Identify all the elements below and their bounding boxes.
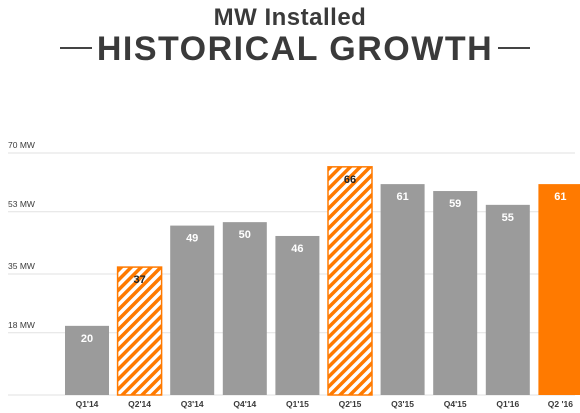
bar-4 xyxy=(222,222,267,395)
x-tick-label: Q2 '16 xyxy=(548,399,573,409)
x-tick-label: Q4'14 xyxy=(233,399,256,409)
bars xyxy=(65,166,580,396)
bar-value-label: 61 xyxy=(396,191,408,203)
bar-6 xyxy=(327,166,373,396)
chart-title-row: HISTORICAL GROWTH xyxy=(60,30,530,68)
labels: 18 MW 35 MW 53 MW 70 MW 20 Q1'14 37 Q2'14 49 Q3'1… xyxy=(8,140,573,409)
bar-value-label: 50 xyxy=(239,229,251,241)
bar-7 xyxy=(380,184,425,395)
bar-1 xyxy=(65,325,109,395)
title-rule-left xyxy=(60,47,92,49)
chart-title: HISTORICAL GROWTH xyxy=(96,30,494,68)
bar-value-label: 49 xyxy=(186,233,198,245)
bar-value-label: 20 xyxy=(81,333,93,345)
x-tick-label: Q3'14 xyxy=(181,399,204,409)
bar-value-label: 61 xyxy=(554,191,566,203)
bar-9 xyxy=(485,204,530,395)
y-tick-label: 53 MW xyxy=(8,199,35,209)
x-tick-label: Q1'14 xyxy=(76,399,99,409)
chart-subtitle: MW Installed xyxy=(213,4,367,31)
y-tick-label: 70 MW xyxy=(8,140,35,150)
bar-2 xyxy=(116,266,163,396)
x-tick-label: Q1'16 xyxy=(496,399,519,409)
x-tick-label: Q4'15 xyxy=(444,399,467,409)
bar-10 xyxy=(538,184,580,395)
x-tick-label: Q2'15 xyxy=(339,399,362,409)
y-tick-label: 18 MW xyxy=(8,320,35,330)
x-tick-label: Q3'15 xyxy=(391,399,414,409)
bar-8 xyxy=(433,191,478,395)
bar-value-label: 59 xyxy=(449,198,461,210)
bar-value-label: 37 xyxy=(133,274,145,286)
bar-value-label: 66 xyxy=(344,174,356,186)
bar-3 xyxy=(170,225,215,395)
chart-header: MW Installed HISTORICAL GROWTH xyxy=(0,0,580,80)
x-tick-label: Q2'14 xyxy=(128,399,151,409)
x-tick-label: Q1'15 xyxy=(286,399,309,409)
bar-value-label: 55 xyxy=(502,212,514,224)
y-tick-label: 35 MW xyxy=(8,261,35,271)
bar-value-label: 46 xyxy=(291,243,303,255)
bar-5 xyxy=(275,235,320,395)
title-rule-right xyxy=(498,47,530,49)
